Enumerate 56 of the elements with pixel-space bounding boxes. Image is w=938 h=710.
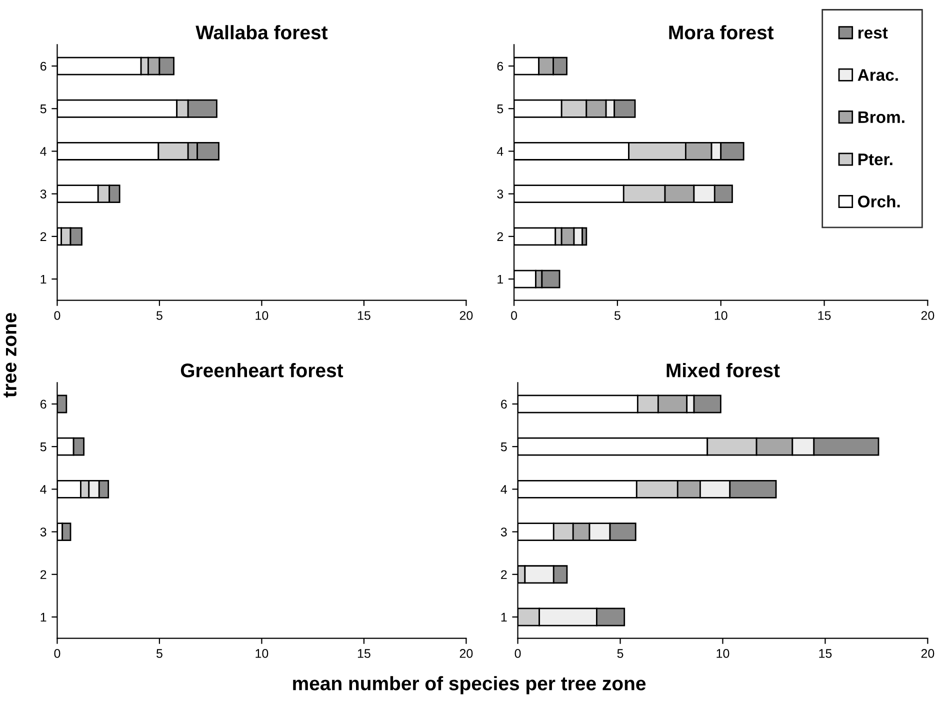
- y-tick-label: 3: [40, 190, 46, 198]
- x-tick-label: 0: [514, 649, 521, 658]
- x-axis-title: mean number of species per tree zone: [293, 676, 646, 694]
- x-tick-label: 5: [156, 311, 162, 320]
- x-tick-label: 20: [460, 649, 473, 658]
- y-axis-title: tree zone: [4, 312, 16, 398]
- y-tick-label: 4: [500, 485, 507, 494]
- x-tick-label: 5: [156, 649, 162, 658]
- bar: [62, 522, 72, 542]
- x-tick-label: 20: [921, 311, 934, 320]
- y-tick-label: 1: [40, 274, 46, 284]
- legend-label: Orch.: [858, 195, 900, 208]
- x-tick-label: 0: [54, 311, 60, 320]
- legend-label: rest: [858, 28, 888, 39]
- y-tick-label: 6: [501, 400, 507, 409]
- x-tick-label: 15: [358, 311, 370, 320]
- y-tick-label: 4: [496, 147, 504, 156]
- chart-title: Wallaba forest: [196, 25, 328, 40]
- x-tick-label: 10: [716, 649, 730, 658]
- x-tick-label: 5: [614, 311, 620, 320]
- y-tick-label: 6: [40, 400, 46, 409]
- x-tick-label: 20: [460, 311, 473, 320]
- y-tick-label: 4: [40, 485, 46, 494]
- y-tick-label: 2: [501, 570, 507, 579]
- x-tick-label: 15: [358, 649, 370, 658]
- x-tick-label: 10: [714, 311, 728, 320]
- x-tick-label: 10: [256, 311, 268, 320]
- y-tick-label: 2: [40, 570, 46, 579]
- x-tick-label: 15: [819, 649, 832, 658]
- y-tick-label: 3: [497, 190, 504, 198]
- legend-label: Brom.: [858, 111, 904, 124]
- y-tick-label: 1: [498, 274, 503, 284]
- y-tick-label: 5: [500, 442, 507, 452]
- legend-label: Arac.: [858, 69, 898, 81]
- chart-title: Mora forest: [669, 25, 774, 40]
- x-tick-label: 0: [54, 649, 60, 658]
- y-tick-label: 4: [40, 147, 46, 156]
- y-tick-label: 3: [500, 528, 507, 536]
- y-tick-label: 2: [40, 232, 46, 241]
- y-tick-label: 1: [501, 612, 507, 622]
- x-tick-label: 10: [256, 649, 268, 658]
- y-tick-label: 3: [40, 528, 46, 536]
- chart-title: Mixed forest: [666, 363, 780, 378]
- x-tick-label: 15: [818, 311, 831, 320]
- y-tick-label: 6: [497, 62, 504, 71]
- y-tick-label: 2: [497, 232, 503, 241]
- y-tick-label: 6: [40, 62, 46, 71]
- y-tick-label: 5: [40, 104, 46, 114]
- y-tick-label: 5: [40, 442, 46, 452]
- chart-title: Greenheart forest: [180, 363, 344, 378]
- x-tick-label: 20: [921, 649, 934, 658]
- x-tick-label: 5: [617, 649, 624, 658]
- x-tick-label: 0: [511, 311, 518, 320]
- y-tick-label: 1: [40, 612, 46, 622]
- y-tick-label: 5: [497, 104, 504, 114]
- legend-label: Pter.: [858, 154, 892, 166]
